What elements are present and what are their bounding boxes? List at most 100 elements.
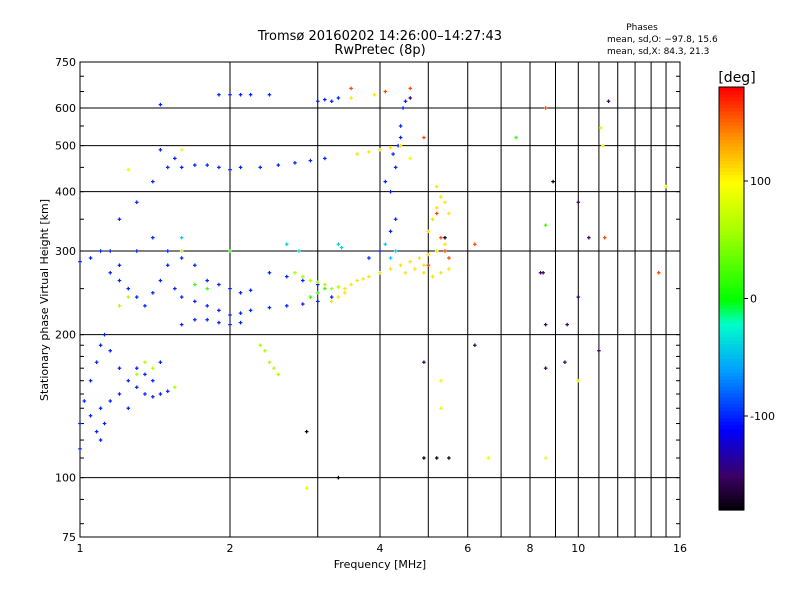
colorbar-segment — [719, 340, 744, 345]
colorbar-tick-label: 100 — [750, 175, 771, 188]
colorbar-segment — [719, 478, 744, 483]
colorbar-segment — [719, 319, 744, 324]
colorbar-segment — [719, 312, 744, 317]
colorbar-segment — [719, 390, 744, 395]
colorbar-segment — [719, 333, 744, 338]
colorbar-segment — [719, 143, 744, 148]
colorbar-segment — [719, 87, 744, 92]
colorbar-segment — [719, 108, 744, 113]
colorbar-segment — [719, 249, 744, 254]
colorbar-segment — [719, 376, 744, 381]
colorbar-segment — [719, 129, 744, 134]
colorbar-segment — [719, 421, 744, 426]
colorbar-segment — [719, 175, 744, 180]
colorbar-segment — [719, 153, 744, 159]
colorbar-tick-label: 0 — [750, 293, 757, 306]
colorbar-segment — [719, 506, 744, 511]
colorbar-segment — [719, 196, 744, 201]
colorbar-segment — [719, 393, 744, 398]
colorbar-segment — [719, 118, 744, 123]
colorbar-segment — [719, 256, 744, 261]
y-axis-label: Stationary phase Virtual Height [km] — [38, 199, 51, 401]
chart-title: Tromsø 20160202 14:26:00–14:27:43 — [257, 29, 502, 44]
colorbar-segment — [719, 294, 744, 300]
colorbar-segment — [719, 94, 744, 99]
colorbar-segment — [719, 443, 744, 448]
colorbar-segment — [719, 122, 744, 127]
colorbar-segment — [719, 481, 744, 486]
colorbar-segment — [719, 146, 744, 152]
x-tick-label: 6 — [464, 542, 471, 555]
colorbar-segment — [719, 372, 744, 377]
colorbar-segment — [719, 210, 744, 215]
colorbar-segment — [719, 326, 744, 331]
colorbar-segment — [719, 502, 744, 508]
colorbar-segment — [719, 220, 744, 226]
colorbar-segment — [719, 161, 744, 166]
colorbar-segment — [719, 284, 744, 289]
colorbar-segment — [719, 270, 744, 275]
x-tick-label: 1 — [77, 542, 84, 555]
colorbar-segment — [719, 464, 744, 469]
colorbar-segment — [719, 400, 744, 405]
colorbar-segment — [719, 291, 744, 296]
y-tick-label: 400 — [55, 186, 76, 199]
colorbar-segment — [719, 252, 744, 257]
colorbar-segment — [719, 157, 744, 162]
chart-subtitle: RwPretec (8p) — [334, 43, 425, 58]
colorbar-segment — [719, 242, 744, 247]
colorbar-segment — [719, 203, 744, 208]
colorbar-segment — [719, 344, 744, 349]
colorbar-segment — [719, 453, 744, 458]
colorbar-segment — [719, 199, 744, 204]
colorbar-segment — [719, 150, 744, 155]
colorbar-segment — [719, 168, 744, 173]
colorbar-segment — [719, 361, 744, 367]
colorbar-segment — [719, 224, 744, 229]
plot-area: 1 2 4 6 8 10 16 75 100 200 300 400 500 600 750 — [55, 56, 687, 555]
colorbar-segment — [719, 358, 744, 363]
colorbar-segment — [719, 446, 744, 451]
colorbar-segment — [719, 280, 744, 285]
colorbar-segment — [719, 369, 744, 374]
colorbar-segment — [719, 182, 744, 187]
colorbar-segment — [719, 492, 744, 497]
colorbar-segment — [719, 439, 744, 444]
colorbar-segment — [719, 231, 744, 236]
colorbar-segment — [719, 298, 744, 303]
x-tick-label: 8 — [527, 542, 534, 555]
colorbar-segment — [719, 115, 744, 120]
colorbar-segment — [719, 136, 744, 141]
stats-x-mode: mean, sd,X: 84.3, 21.3 — [607, 47, 709, 57]
x-tick-label: 10 — [571, 542, 585, 555]
colorbar-segment — [719, 488, 744, 493]
colorbar-segment — [719, 485, 744, 490]
colorbar-segment — [719, 228, 744, 233]
colorbar-segment — [719, 354, 744, 360]
colorbar-segment — [719, 139, 744, 144]
x-tick-label: 2 — [227, 542, 234, 555]
colorbar-segment — [719, 404, 744, 409]
colorbar-segment — [719, 111, 744, 116]
y-tick-label: 100 — [55, 472, 76, 485]
colorbar-segment — [719, 386, 744, 391]
x-axis-label: Frequency [MHz] — [334, 558, 426, 571]
colorbar-segment — [719, 379, 744, 384]
colorbar-segment — [719, 277, 744, 282]
colorbar-segment — [719, 467, 744, 472]
phase-colorbar: 100 0 -100 — [718, 86, 775, 511]
colorbar-segment — [719, 305, 744, 310]
colorbar-segment — [719, 235, 744, 240]
colorbar-segment — [719, 414, 744, 419]
colorbar-segment — [719, 425, 744, 430]
colorbar-segment — [719, 178, 744, 183]
colorbar-segment — [719, 411, 744, 416]
colorbar-segment — [719, 499, 744, 504]
colorbar-segment — [719, 495, 744, 501]
colorbar-segment — [719, 418, 744, 423]
colorbar-segment — [719, 460, 744, 465]
colorbar-segment — [719, 347, 744, 352]
colorbar-segment — [719, 407, 744, 412]
colorbar-segment — [719, 287, 744, 293]
